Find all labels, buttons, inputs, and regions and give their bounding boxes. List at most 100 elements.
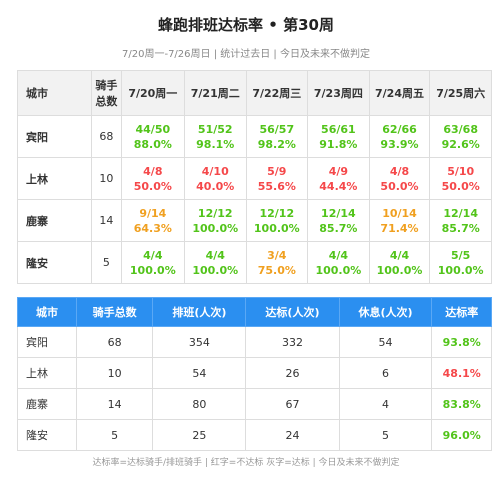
rate: 98.1%	[196, 137, 235, 151]
ratio: 56/57	[259, 122, 295, 136]
rate: 50.0%	[380, 179, 419, 193]
cell: 25	[152, 419, 247, 451]
row: 宾阳 68 354 332 54 93.8%	[17, 326, 492, 358]
column-header: 7/21周二	[183, 70, 247, 116]
ratio: 4/9	[328, 164, 349, 178]
ratio: 12/12	[259, 206, 295, 220]
cell: 68	[75, 326, 154, 358]
row: 隆安 5 25 24 5 96.0%	[17, 419, 492, 451]
rate: 93.9%	[380, 137, 419, 151]
cell: 4	[338, 388, 433, 420]
ratio: 4/4	[205, 248, 225, 262]
column-header: 7/25周六	[429, 70, 492, 116]
ratio: 62/66	[382, 122, 417, 136]
rate: 44.4%	[319, 179, 358, 193]
rate: 40.0%	[196, 179, 235, 193]
cell: 10	[75, 357, 154, 389]
cell: 80	[152, 388, 247, 420]
day-cell: 12/14 85.7%	[307, 199, 370, 242]
ratio: 63/68	[443, 122, 478, 136]
day-cell: 4/10 40.0%	[183, 157, 247, 200]
cell: 隆安	[17, 419, 77, 451]
rate: 100.0%	[437, 263, 484, 277]
cell: 354	[152, 326, 247, 358]
day-cell: 4/8 50.0%	[368, 157, 431, 200]
row: 宾阳 68 44/50 88.0% 51/52 98.1% 56/57 98.2% 56/61 9…	[16, 115, 492, 158]
ratio: 5/5	[451, 248, 471, 262]
subtitle: 7/20周一-7/26周日 | 统计过去日 | 今日及未来不做判定	[122, 49, 370, 60]
cell: 67	[245, 388, 340, 420]
rate: 92.6%	[441, 137, 480, 151]
row: 隆安 5 4/4 100.0% 4/4 100.0% 3/4 75.0% 4/4 100.0% 4/…	[16, 241, 492, 284]
ratio: 10/14	[382, 206, 417, 220]
column-header: 7/23周四	[307, 70, 370, 116]
column-header: 城市	[17, 297, 77, 327]
ratio: 4/4	[143, 248, 163, 262]
day-cell: 4/9 44.4%	[307, 157, 370, 200]
ratio: 9/14	[139, 206, 167, 220]
rate: 64.3%	[133, 221, 172, 235]
ratio: 56/61	[321, 122, 356, 136]
cell: 5	[75, 419, 154, 451]
ratio: 4/4	[328, 248, 349, 262]
cell: 14	[75, 388, 154, 420]
summary-table: 城市 骑手总数 排班(人次) 达标(人次) 休息(人次) 达标率 宾阳 68 354 332 54 9…	[17, 297, 492, 451]
rate: 85.7%	[319, 221, 358, 235]
city: 鹿寨	[16, 199, 93, 242]
day-cell: 4/4 100.0%	[183, 241, 247, 284]
ratio: 4/4	[389, 248, 410, 262]
day-cell: 4/8 50.0%	[120, 157, 185, 200]
day-cell: 12/14 85.7%	[429, 199, 492, 242]
column-header: 城市	[16, 70, 93, 116]
ratio: 4/10	[201, 164, 229, 178]
row: 上林 10 54 26 6 48.1%	[17, 357, 492, 389]
cell: 6	[338, 357, 433, 389]
column-header: 休息(人次)	[338, 297, 433, 327]
city: 隆安	[16, 241, 93, 284]
ratio: 3/4	[267, 248, 287, 262]
day-cell: 5/9 55.6%	[245, 157, 309, 200]
cell: 26	[245, 357, 340, 389]
riders: 68	[91, 115, 122, 158]
footer: 达标率=达标骑手/排班骑手 | 红字=不达标 灰字=达标 | 今日及未来不做判定	[92, 458, 400, 468]
rate: 71.4%	[380, 221, 419, 235]
rate: 100.0%	[253, 221, 300, 235]
column-header: 7/24周五	[368, 70, 431, 116]
column-header: 达标(人次)	[245, 297, 340, 327]
rate: 100.0%	[376, 263, 423, 277]
rate: 100.0%	[129, 263, 176, 277]
cell: 54	[152, 357, 247, 389]
cell: 宾阳	[17, 326, 77, 358]
ratio: 4/8	[143, 164, 163, 178]
rate: 75.0%	[257, 263, 296, 277]
column-header: 达标率	[431, 297, 492, 327]
row: 上林 10 4/8 50.0% 4/10 40.0% 5/9 55.6% 4/9 44.4% 4/8…	[16, 157, 492, 200]
day-cell: 4/4 100.0%	[307, 241, 370, 284]
daily-table: 城市 骑手总数 7/20周一 7/21周二 7/22周三 7/23周四 7/24周五 7/25…	[16, 70, 492, 284]
riders: 5	[91, 241, 122, 284]
column-header: 7/22周三	[245, 70, 309, 116]
rate: 100.0%	[315, 263, 362, 277]
column-header: 7/20周一	[120, 70, 185, 116]
day-cell: 51/52 98.1%	[183, 115, 247, 158]
rate: 50.0%	[133, 179, 172, 193]
rate: 88.0%	[133, 137, 172, 151]
ratio: 51/52	[197, 122, 233, 136]
day-cell: 3/4 75.0%	[245, 241, 309, 284]
row: 鹿寨 14 80 67 4 83.8%	[17, 388, 492, 420]
rate: 100.0%	[192, 263, 239, 277]
rate: 83.8%	[431, 388, 492, 420]
day-cell: 10/14 71.4%	[368, 199, 431, 242]
ratio: 4/8	[389, 164, 410, 178]
day-cell: 5/10 50.0%	[429, 157, 492, 200]
rate: 98.2%	[257, 137, 296, 151]
rate: 48.1%	[431, 357, 492, 389]
rate: 100.0%	[192, 221, 239, 235]
column-header: 骑手总数	[91, 70, 122, 116]
ratio: 12/12	[197, 206, 233, 220]
ratio: 5/9	[267, 164, 287, 178]
title: 蜂跑排班达标率 • 第30周	[158, 16, 334, 34]
rate: 91.8%	[319, 137, 358, 151]
city: 宾阳	[16, 115, 93, 158]
rate: 85.7%	[441, 221, 480, 235]
